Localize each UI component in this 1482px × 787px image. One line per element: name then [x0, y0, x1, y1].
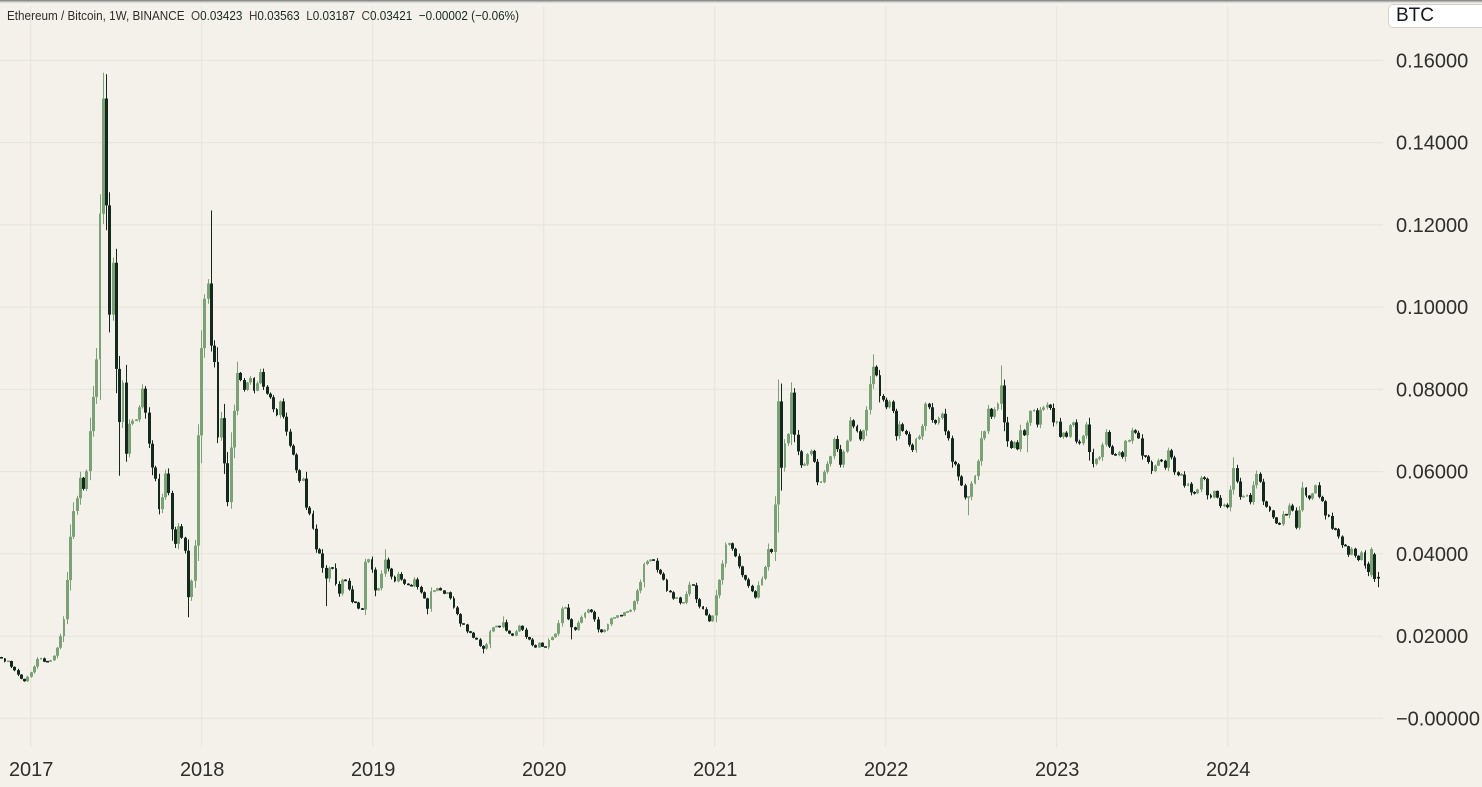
svg-text:0.16000: 0.16000 — [1396, 50, 1468, 72]
svg-text:0.12000: 0.12000 — [1396, 215, 1468, 237]
svg-text:0.06000: 0.06000 — [1396, 462, 1468, 484]
svg-text:2020: 2020 — [522, 759, 567, 781]
svg-text:0.02000: 0.02000 — [1396, 626, 1468, 648]
svg-text:−0.00000: −0.00000 — [1396, 708, 1480, 730]
svg-text:0.14000: 0.14000 — [1396, 133, 1468, 155]
svg-text:0.10000: 0.10000 — [1396, 297, 1468, 319]
svg-text:0.08000: 0.08000 — [1396, 379, 1468, 401]
svg-text:0.04000: 0.04000 — [1396, 544, 1468, 566]
svg-text:2022: 2022 — [864, 759, 909, 781]
svg-text:2024: 2024 — [1206, 759, 1251, 781]
svg-text:2021: 2021 — [693, 759, 738, 781]
svg-text:2023: 2023 — [1035, 759, 1080, 781]
svg-text:2018: 2018 — [180, 759, 225, 781]
svg-text:2017: 2017 — [9, 759, 54, 781]
svg-text:2019: 2019 — [351, 759, 396, 781]
